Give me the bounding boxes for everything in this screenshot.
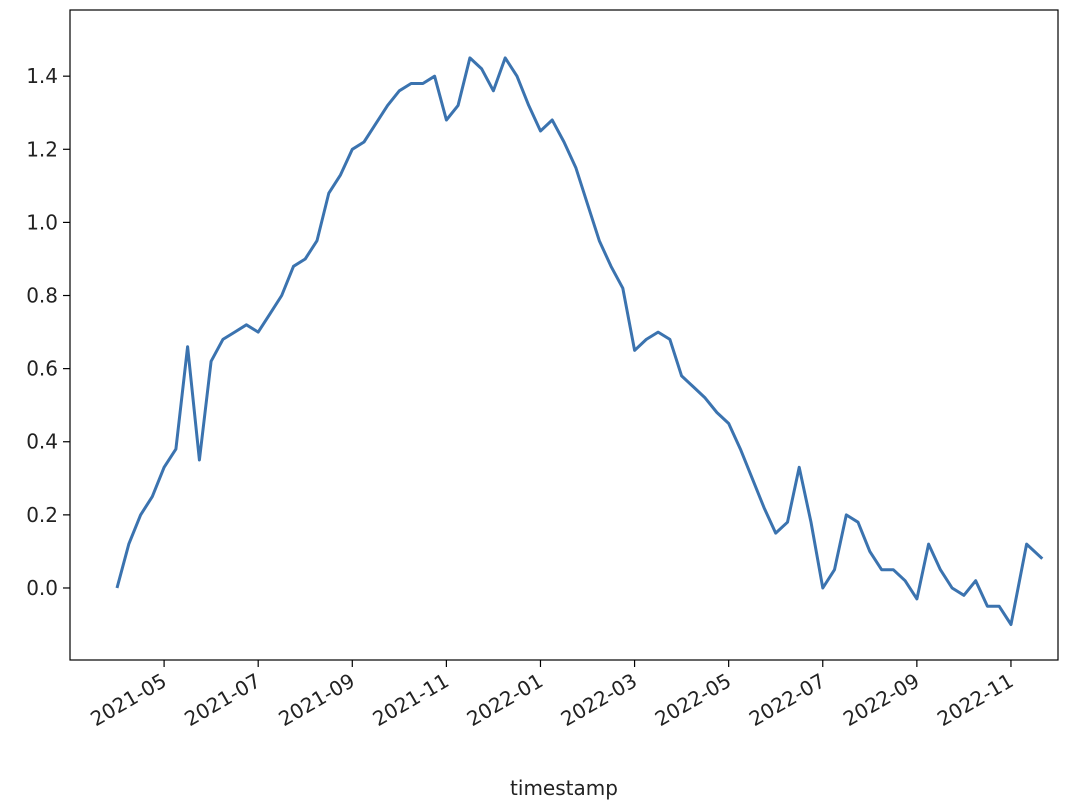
y-tick-label: 0.2	[26, 503, 58, 527]
y-tick-label: 1.4	[26, 64, 58, 88]
y-tick-label: 0.0	[26, 576, 58, 600]
x-tick-label: 2021-09	[274, 668, 358, 731]
y-tick-label: 0.6	[26, 357, 58, 381]
x-tick-label: 2021-05	[86, 668, 170, 731]
y-tick-label: 1.2	[26, 137, 58, 161]
y-tick-label: 0.4	[26, 430, 58, 454]
x-tick-label: 2021-11	[369, 668, 453, 731]
x-tick-label: 2022-05	[651, 668, 735, 731]
x-axis-label: timestamp	[510, 776, 618, 800]
x-tick-label: 2022-11	[933, 668, 1017, 731]
data-line	[115, 56, 1044, 626]
x-tick-label: 2021-07	[180, 668, 264, 731]
x-tick-label: 2022-03	[557, 668, 641, 731]
x-tick-label: 2022-07	[745, 668, 829, 731]
y-tick-label: 0.8	[26, 284, 58, 308]
plot-frame	[69, 9, 1059, 661]
x-tick-label: 2022-01	[463, 668, 547, 731]
y-tick-label: 1.0	[26, 210, 58, 234]
x-tick-label: 2022-09	[839, 668, 923, 731]
